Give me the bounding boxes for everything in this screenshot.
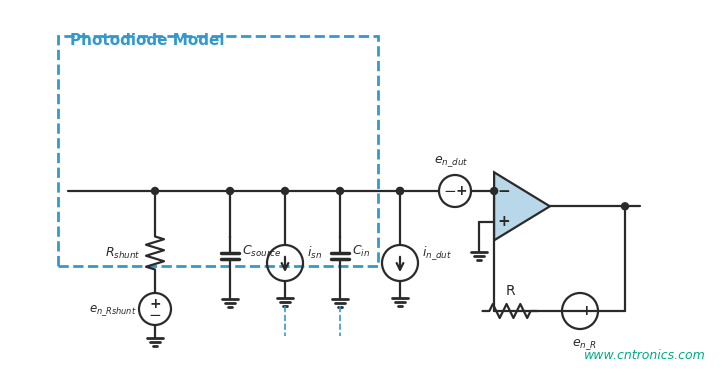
- Text: +: +: [455, 184, 467, 198]
- Text: +: +: [580, 304, 592, 318]
- Text: $i_{sn}$: $i_{sn}$: [307, 245, 322, 261]
- Circle shape: [491, 188, 497, 194]
- Circle shape: [227, 188, 234, 194]
- Text: −: −: [149, 308, 161, 323]
- Text: R: R: [505, 284, 515, 298]
- Text: +: +: [149, 297, 161, 311]
- Bar: [58, 36, 378, 266]
- Text: Photodiode Model: Photodiode Model: [70, 33, 224, 48]
- Circle shape: [336, 188, 343, 194]
- Text: $e_{n\_Rshunt}$: $e_{n\_Rshunt}$: [89, 304, 137, 318]
- Text: $R_{shunt}$: $R_{shunt}$: [105, 246, 141, 261]
- Text: $e_{n\_R}$: $e_{n\_R}$: [571, 337, 597, 352]
- Text: $i_{n\_dut}$: $i_{n\_dut}$: [422, 244, 452, 262]
- Text: +: +: [498, 214, 510, 229]
- Text: $e_{n\_dut}$: $e_{n\_dut}$: [434, 154, 468, 169]
- Circle shape: [396, 188, 404, 194]
- Text: $C_{in}$: $C_{in}$: [352, 243, 370, 259]
- Text: www.cntronics.com: www.cntronics.com: [584, 349, 706, 362]
- Polygon shape: [494, 172, 550, 240]
- Circle shape: [282, 188, 288, 194]
- Circle shape: [396, 188, 404, 194]
- Text: −: −: [444, 183, 457, 199]
- Circle shape: [152, 188, 158, 194]
- Circle shape: [621, 203, 629, 210]
- Text: $C_{source}$: $C_{source}$: [242, 243, 282, 259]
- Text: −: −: [498, 183, 510, 199]
- Text: −: −: [568, 303, 582, 318]
